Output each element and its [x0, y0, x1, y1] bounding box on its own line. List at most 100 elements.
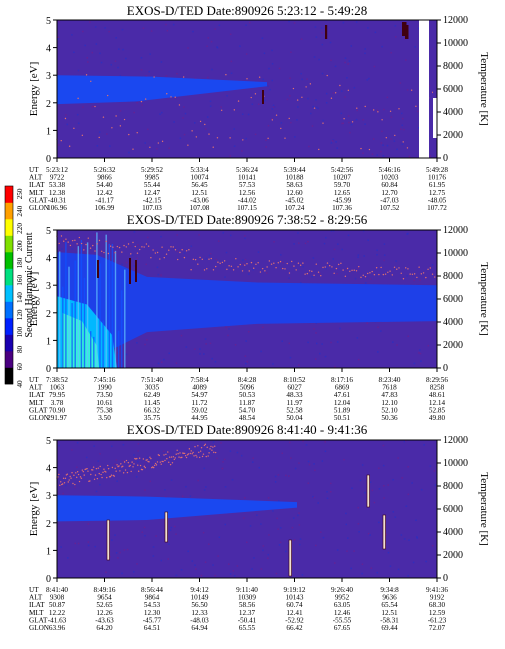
noise-cell: [253, 557, 255, 559]
temperature-point: [434, 276, 436, 278]
noise-cell: [311, 125, 314, 127]
noise-cell: [257, 103, 260, 106]
noise-cell: [148, 70, 150, 73]
noise-cell: [355, 118, 358, 121]
noise-cell: [408, 539, 410, 541]
noise-cell: [336, 341, 339, 343]
noise-cell: [268, 67, 270, 70]
noise-cell: [118, 48, 120, 50]
noise-cell: [260, 523, 262, 525]
noise-cell: [64, 484, 67, 487]
temperature-point: [197, 445, 199, 447]
dark-feature: [325, 25, 328, 39]
temperature-point: [89, 480, 91, 482]
streak: [121, 290, 123, 368]
temperature-point: [360, 147, 362, 150]
temperature-point: [330, 97, 333, 99]
noise-cell: [194, 348, 196, 350]
noise-cell: [175, 574, 178, 577]
noise-cell: [244, 355, 247, 357]
temperature-point: [192, 451, 194, 454]
temperature-point: [86, 467, 88, 470]
temperature-point: [149, 146, 151, 148]
noise-cell: [372, 138, 375, 140]
noise-cell: [297, 232, 299, 234]
noise-cell: [429, 465, 432, 467]
y2-tick-label: 8000: [443, 481, 463, 492]
noise-cell: [136, 563, 138, 565]
noise-cell: [126, 548, 129, 551]
temperature-point: [99, 465, 101, 468]
temperature-point: [76, 243, 78, 245]
temperature-point: [331, 266, 333, 268]
temperature-point: [257, 262, 259, 264]
temperature-point: [270, 263, 273, 265]
noise-cell: [299, 282, 302, 284]
temperature-point: [277, 262, 279, 264]
noise-cell: [348, 60, 351, 62]
noise-cell: [368, 77, 370, 80]
table-cell: 6027: [287, 384, 302, 392]
temperature-point: [220, 109, 223, 112]
dark-features: [97, 258, 137, 284]
colorbar-tick-label: 140: [16, 292, 24, 303]
noise-cell: [376, 249, 378, 252]
noise-cell: [332, 92, 335, 94]
temperature-point: [85, 74, 88, 76]
temperature-point: [116, 245, 119, 248]
noise-cell: [362, 119, 364, 121]
noise-cell: [304, 242, 307, 245]
temperature-point: [215, 265, 217, 268]
noise-cell: [122, 48, 124, 51]
noise-cell: [407, 335, 409, 337]
temperature-point: [67, 481, 69, 483]
table-cell: 66.42: [286, 624, 303, 632]
noise-cell: [227, 334, 229, 337]
noise-cell: [58, 20, 61, 23]
noise-cell: [217, 555, 219, 557]
noise-cell: [413, 362, 416, 365]
noise-cell: [89, 21, 91, 23]
table-cell: 107.52: [380, 204, 400, 212]
table-cell: 7:51:40: [141, 376, 163, 384]
noise-cell: [344, 61, 346, 64]
noise-cell: [271, 63, 274, 65]
temperature-point: [112, 246, 114, 248]
noise-cell: [407, 232, 409, 235]
colorbar-segment: [5, 219, 13, 236]
temperature-point: [358, 265, 360, 268]
temperature-point: [206, 268, 208, 270]
temperature-point: [109, 475, 112, 478]
temperature-point: [246, 263, 248, 265]
colorbar: 40 60 80 100 120 140 160 180 200 220 240 250 Second …: [4, 185, 35, 388]
noise-cell: [298, 242, 300, 244]
temperature-point: [81, 134, 84, 137]
colorbar-tick-label: 60: [16, 363, 24, 371]
table-cell: 10149: [191, 594, 209, 602]
temperature-point: [217, 261, 219, 263]
noise-cell: [401, 143, 404, 146]
temperature-point: [75, 472, 77, 474]
temperature-point: [68, 479, 70, 481]
noise-cell: [373, 65, 376, 68]
noise-cell: [321, 43, 324, 46]
noise-cell: [294, 136, 296, 138]
noise-cell: [377, 351, 379, 353]
temperature-point: [364, 105, 366, 108]
noise-cell: [414, 46, 416, 48]
temperature-point: [62, 477, 65, 480]
temperature-point: [313, 274, 315, 277]
noise-cell: [280, 254, 282, 256]
temperature-point: [97, 467, 100, 469]
temperature-point: [59, 484, 61, 487]
table-row-label: GLON: [29, 414, 50, 422]
y2-tick-label: 12000: [443, 435, 468, 446]
noise-cell: [317, 502, 319, 504]
temperature-point: [273, 262, 275, 264]
streak: [62, 286, 64, 368]
temperature-point: [101, 250, 103, 253]
temperature-point: [170, 96, 172, 98]
noise-cell: [119, 110, 122, 112]
noise-cell: [240, 454, 243, 457]
